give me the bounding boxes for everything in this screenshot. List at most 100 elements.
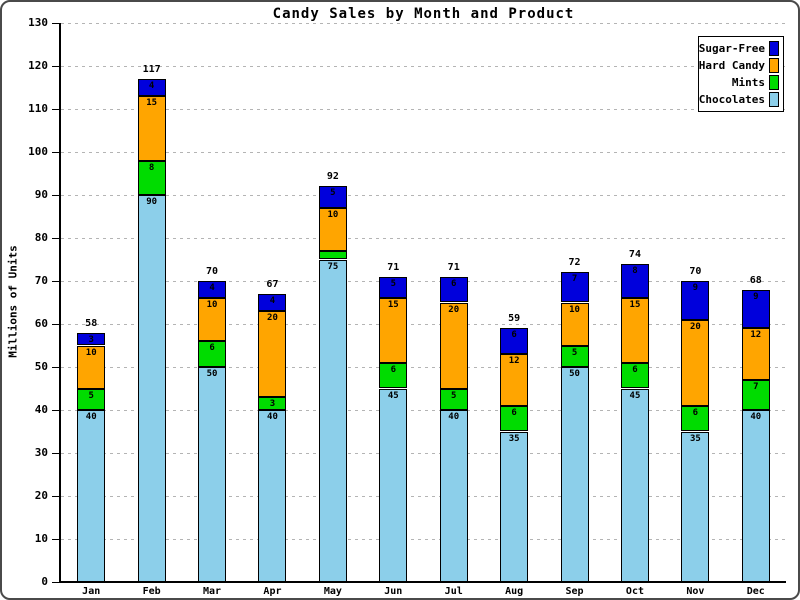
segment-value-label: 4 [209,283,215,293]
y-tick-0 [52,582,59,583]
bar-total-label-dec: 68 [749,274,762,286]
bar-segment-mints-aug: 6 [500,405,529,432]
segment-value-label: 7 [571,274,578,285]
y-tick-60 [52,324,59,325]
y-tick-label-70: 70 [34,274,48,287]
bar-segment-hard-candy-nov: 20 [681,319,710,406]
segment-value-label: 20 [448,304,460,315]
y-tick-label-90: 90 [34,188,48,201]
y-tick-100 [52,152,59,153]
bar-segment-mints-nov: 6 [681,405,710,432]
segment-value-label: 3 [88,334,94,345]
segment-value-label: 35 [689,433,701,444]
y-tick-label-10: 10 [34,532,48,545]
y-tick-90 [52,195,59,196]
legend-color-swatch [769,75,779,90]
gridline-130 [61,23,786,24]
gridline-120 [61,66,786,67]
y-tick-label-30: 30 [34,446,48,459]
y-tick-30 [52,453,59,454]
y-tick-label-100: 100 [28,145,48,158]
legend-item-sugar-free: Sugar-Free [699,40,779,57]
segment-value-label: 35 [508,433,520,444]
bar-total-label-mar: 70 [206,266,219,277]
bar-segment-hard-candy-jan: 10 [77,345,106,389]
bar-segment-chocolates-jul: 40 [439,410,468,582]
bar-segment-mints-jun: 6 [379,362,408,389]
segment-value-label: 45 [629,390,641,401]
y-axis-title: Millions of Units [6,245,20,358]
bar-segment-hard-candy-aug: 12 [500,354,529,406]
y-tick-130 [52,23,59,24]
x-tick-label-apr: Apr [263,586,282,597]
legend-label: Mints [731,75,765,89]
segment-value-label: 40 [267,412,278,422]
segment-value-label: 6 [511,330,517,341]
bar-segment-chocolates-sep: 50 [560,367,589,582]
bar-segment-mints-jan: 5 [77,388,106,410]
x-tick-label-sep: Sep [565,586,584,597]
bar-segment-mints-sep: 5 [560,345,589,367]
gridline-100 [61,152,786,153]
x-tick-label-aug: Aug [505,586,524,597]
bar-segment-hard-candy-jul: 20 [439,302,468,389]
y-tick-label-80: 80 [34,231,48,244]
y-axis-line [59,23,61,583]
segment-value-label: 6 [390,364,396,375]
gridline-20 [61,496,786,497]
bar-total-label-sep: 72 [568,257,581,269]
legend-label: Chocolates [698,92,765,106]
y-tick-120 [52,66,59,67]
segment-value-label: 6 [209,343,215,354]
x-tick-label-may: May [323,586,342,597]
bar-total-label-jun: 71 [387,261,400,273]
y-tick-80 [52,238,59,239]
bar-segment-mints-jul: 5 [439,388,468,410]
bar-segment-chocolates-apr: 40 [258,410,287,582]
y-tick-label-40: 40 [34,403,48,416]
y-tick-label-110: 110 [28,102,48,115]
bar-segment-mints-feb: 8 [137,160,166,195]
segment-value-label: 15 [146,98,158,109]
bar-total-label-jul: 71 [447,261,460,273]
gridline-80 [61,238,786,239]
segment-value-label: 5 [330,188,336,199]
segment-value-label: 5 [450,390,457,401]
bar-segment-sugar-free-feb: 4 [137,78,166,97]
bar-segment-mints-oct: 6 [620,362,649,389]
gridline-90 [61,195,786,196]
segment-value-label: 10 [85,347,97,358]
gridline-50 [61,367,786,368]
segment-value-label: 12 [508,356,520,367]
x-tick-label-jan: Jan [82,586,101,597]
y-tick-label-20: 20 [34,489,48,502]
gridline-60 [61,324,786,325]
segment-value-label: 45 [387,390,399,401]
segment-value-label: 3 [269,399,276,410]
segment-value-label: 9 [692,283,699,293]
y-tick-label-130: 130 [28,16,48,29]
bar-segment-mints-mar: 6 [198,341,227,367]
bar-segment-chocolates-jun: 45 [379,388,408,582]
bar-segment-hard-candy-may: 10 [318,207,347,251]
segment-value-label: 15 [387,300,399,311]
bar-segment-hard-candy-feb: 15 [137,96,166,161]
y-tick-70 [52,281,59,282]
y-tick-50 [52,367,59,368]
legend-item-chocolates: Chocolates [699,91,779,108]
x-tick-label-jul: Jul [444,586,463,597]
bar-segment-sugar-free-sep: 7 [560,272,589,303]
segment-value-label: 15 [629,300,641,311]
segment-value-label: 50 [206,369,218,379]
bar-segment-mints-apr: 3 [258,397,287,410]
bar-segment-sugar-free-mar: 4 [198,281,227,299]
gridline-70 [61,281,786,282]
x-tick-label-mar: Mar [203,586,222,597]
x-axis-line [59,581,786,583]
y-tick-label-120: 120 [28,59,48,72]
segment-value-label: 50 [569,369,580,379]
segment-value-label: 4 [148,80,155,91]
segment-value-label: 10 [327,209,339,220]
segment-value-label: 20 [689,321,701,332]
bar-segment-chocolates-dec: 40 [741,410,770,582]
